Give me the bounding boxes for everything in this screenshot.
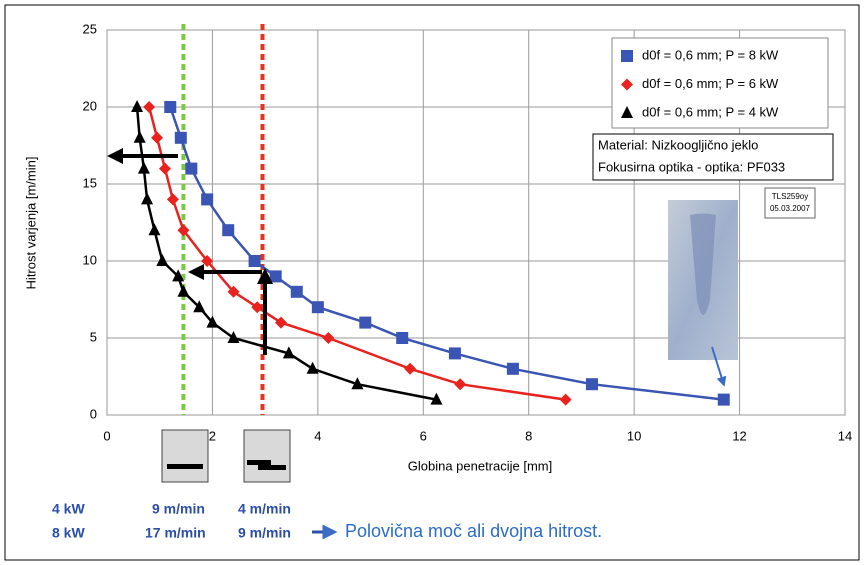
- y-tick-label: 5: [90, 329, 97, 344]
- marker: [172, 269, 185, 282]
- x-tick-label: 2: [209, 428, 216, 443]
- y-axis-label: Hitrost varjenja [m/min]: [23, 157, 38, 290]
- marker: [201, 193, 214, 206]
- annotation: TLS259oy: [772, 192, 808, 201]
- marker: [269, 270, 282, 283]
- marker: [404, 362, 417, 375]
- arrow: [711, 346, 727, 387]
- marker: [290, 285, 303, 298]
- legend-marker: [621, 106, 633, 118]
- marker: [448, 347, 461, 360]
- marker: [227, 331, 240, 343]
- y-tick-label: 25: [83, 21, 97, 36]
- material-box: [592, 133, 834, 181]
- marker: [137, 161, 150, 174]
- x-tick-label: 4: [314, 428, 321, 443]
- marker: [151, 131, 164, 144]
- marker: [156, 254, 169, 266]
- marker: [311, 301, 324, 314]
- marker: [274, 316, 287, 329]
- x-tick-label: 0: [103, 428, 110, 443]
- marker: [166, 193, 179, 206]
- x-tick-label: 8: [525, 428, 532, 443]
- x-tick-label: 6: [420, 428, 427, 443]
- x-tick-label: 10: [627, 428, 641, 443]
- legend: [611, 37, 829, 129]
- y-tick-label: 20: [83, 98, 97, 113]
- marker: [306, 361, 319, 374]
- marker: [717, 393, 730, 406]
- marker: [248, 255, 261, 267]
- marker: [164, 101, 177, 113]
- inset-shape: [258, 465, 286, 470]
- x-tick-label: 12: [732, 428, 746, 443]
- marker: [322, 332, 335, 344]
- inset-shape: [247, 460, 271, 465]
- y-tick-label: 0: [90, 406, 97, 421]
- marker: [148, 223, 161, 236]
- comparison-cell: 8 kW: [52, 525, 85, 541]
- comparison-cell: 4 kW: [52, 501, 85, 517]
- marker: [185, 162, 198, 175]
- stamp: [764, 187, 816, 219]
- annotation: 05.03.2007: [770, 204, 811, 213]
- photo-weld: [690, 213, 716, 315]
- marker: [351, 377, 364, 390]
- marker: [430, 392, 443, 405]
- marker: [201, 255, 214, 267]
- marker: [222, 224, 235, 237]
- marker: [396, 332, 409, 344]
- legend-label: d0f = 0,6 mm; P = 4 kW: [642, 104, 779, 119]
- legend-entries: d0f = 0,6 mm; P = 8 kW d0f = 0,6 mm; P = …: [621, 47, 779, 119]
- marker: [282, 346, 295, 359]
- comparison-cell: 4 m/min: [238, 501, 291, 517]
- marker: [158, 162, 171, 175]
- legend-label: d0f = 0,6 mm; P = 6 kW: [642, 76, 779, 91]
- marker: [454, 378, 467, 391]
- marker: [506, 362, 519, 375]
- comparison-cell: 9 m/min: [152, 501, 205, 517]
- marker: [143, 101, 156, 113]
- annotation: Fokusirna optika - optika: PF033: [598, 159, 785, 174]
- marker: [559, 393, 572, 406]
- inset: [243, 429, 291, 483]
- y-tick-label: 15: [83, 175, 97, 190]
- marker: [193, 300, 206, 313]
- marker: [177, 284, 190, 297]
- marker: [141, 192, 154, 205]
- y-tick-label: 10: [83, 252, 97, 267]
- marker: [206, 315, 219, 328]
- x-tick-label: 14: [838, 428, 852, 443]
- x-axis-label: Globina penetracije [mm]: [408, 458, 553, 473]
- marker: [174, 131, 187, 144]
- legend-marker: [621, 78, 633, 91]
- comparison-cell: 17 m/min: [145, 525, 206, 541]
- marker: [177, 224, 190, 237]
- marker: [585, 378, 598, 391]
- legend-label: d0f = 0,6 mm; P = 8 kW: [642, 47, 779, 62]
- marker: [251, 301, 264, 314]
- inset-shape: [167, 464, 203, 469]
- marker: [131, 100, 144, 112]
- inset: [161, 429, 209, 483]
- marker: [359, 316, 372, 329]
- annotation: Material: Nizkoogljično jeklo: [598, 137, 758, 152]
- legend-marker: [621, 50, 633, 62]
- marker: [227, 285, 240, 298]
- comparison-cell: 9 m/min: [238, 525, 291, 541]
- marker: [133, 130, 146, 143]
- conclusion: Polovična moč ali dvojna hitrost.: [345, 521, 602, 541]
